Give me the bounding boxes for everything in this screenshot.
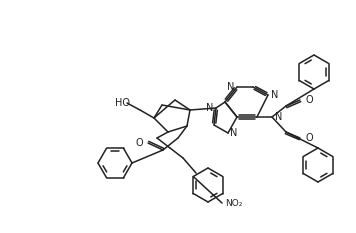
Text: NO₂: NO₂	[225, 199, 242, 208]
Text: N: N	[227, 82, 234, 92]
Text: N: N	[206, 103, 213, 113]
Text: N: N	[230, 128, 237, 138]
Text: O: O	[135, 138, 143, 148]
Text: N: N	[271, 90, 278, 100]
Text: HO: HO	[115, 98, 130, 108]
Text: O: O	[305, 95, 313, 105]
Text: N: N	[275, 112, 282, 122]
Text: O: O	[305, 133, 313, 143]
